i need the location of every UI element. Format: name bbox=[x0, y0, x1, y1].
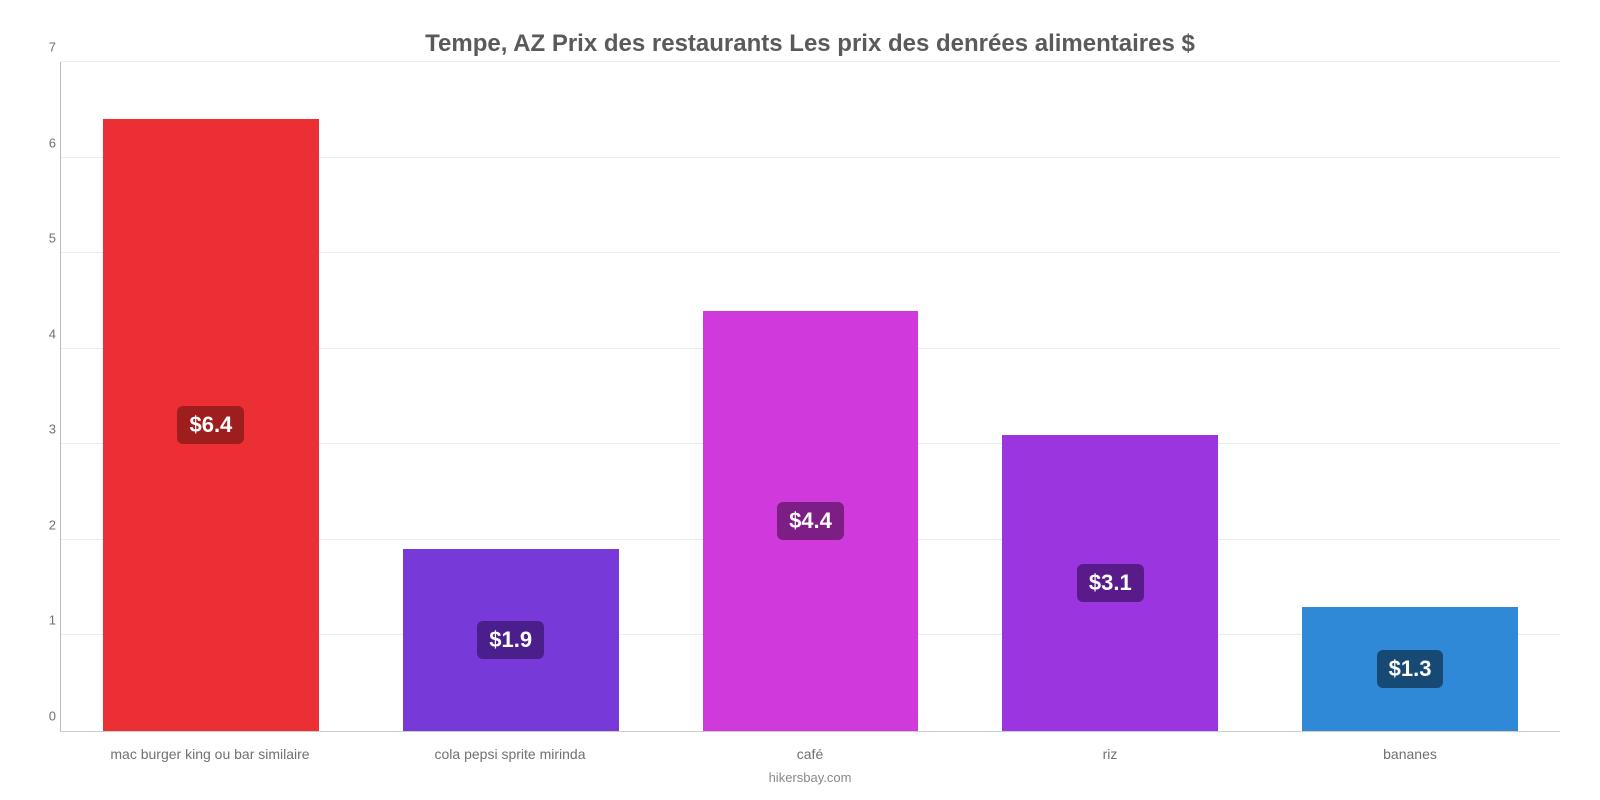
value-label: $1.9 bbox=[477, 621, 544, 659]
x-axis-labels: mac burger king ou bar similairecola pep… bbox=[60, 746, 1560, 762]
y-tick-label: 6 bbox=[31, 135, 56, 150]
bars-row: $6.4 $1.9 $4.4 $3.1 $1.3 bbox=[61, 62, 1560, 731]
bar-chart: Tempe, AZ Prix des restaurants Les prix … bbox=[0, 0, 1600, 800]
value-label: $1.3 bbox=[1377, 650, 1444, 688]
bar-slot: $6.4 bbox=[61, 62, 361, 731]
x-tick-label: cola pepsi sprite mirinda bbox=[360, 746, 660, 762]
x-tick-label: café bbox=[660, 746, 960, 762]
y-tick-label: 2 bbox=[31, 517, 56, 532]
x-tick-label: bananes bbox=[1260, 746, 1560, 762]
x-tick-label: riz bbox=[960, 746, 1260, 762]
bar: $6.4 bbox=[103, 119, 319, 731]
bar-slot: $1.3 bbox=[1260, 62, 1560, 731]
y-tick-label: 7 bbox=[31, 40, 56, 55]
bar: $1.9 bbox=[403, 549, 619, 731]
x-tick-label: mac burger king ou bar similaire bbox=[60, 746, 360, 762]
value-label: $4.4 bbox=[777, 502, 844, 540]
bar: $1.3 bbox=[1302, 607, 1518, 731]
plot-area: $6.4$1.9$4.4$3.1$1.3 01234567 bbox=[60, 62, 1560, 732]
bar-slot: $3.1 bbox=[960, 62, 1260, 731]
bar: $4.4 bbox=[703, 311, 919, 732]
y-tick-label: 3 bbox=[31, 422, 56, 437]
y-tick-label: 1 bbox=[31, 613, 56, 628]
bar-slot: $4.4 bbox=[661, 62, 961, 731]
bar: $3.1 bbox=[1002, 435, 1218, 731]
bar-slot: $1.9 bbox=[361, 62, 661, 731]
y-tick-label: 4 bbox=[31, 326, 56, 341]
source-label: hikersbay.com bbox=[60, 770, 1560, 785]
chart-title: Tempe, AZ Prix des restaurants Les prix … bbox=[60, 30, 1560, 58]
value-label: $6.4 bbox=[177, 406, 244, 444]
value-label: $3.1 bbox=[1077, 564, 1144, 602]
y-tick-label: 5 bbox=[31, 231, 56, 246]
y-tick-label: 0 bbox=[31, 709, 56, 724]
